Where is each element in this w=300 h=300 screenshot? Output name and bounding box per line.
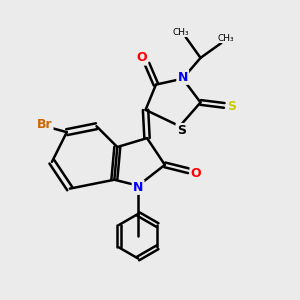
Text: CH₃: CH₃ [173,28,190,37]
Text: S: S [177,124,186,137]
Text: O: O [136,51,147,64]
Text: CH₃: CH₃ [218,34,234,43]
Text: S: S [227,100,236,113]
Text: Br: Br [37,118,52,131]
Text: N: N [133,181,143,194]
Text: N: N [178,71,188,84]
Text: O: O [191,167,201,180]
